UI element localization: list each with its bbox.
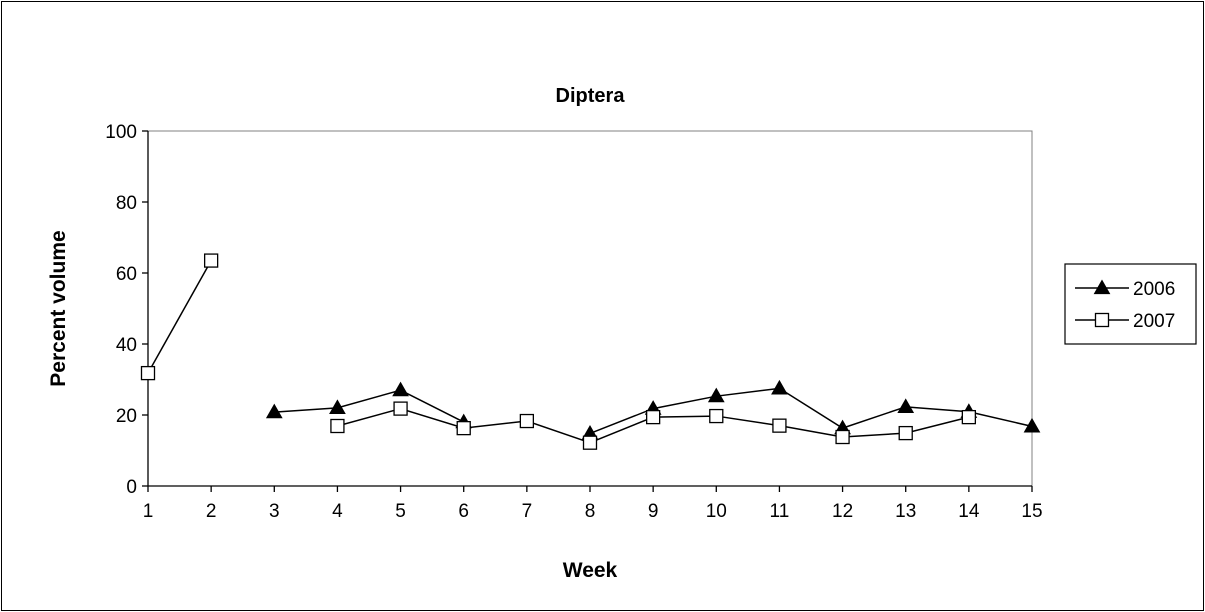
data-point-2007 <box>140 365 156 381</box>
data-point-2006 <box>1023 417 1041 433</box>
x-axis-label: Week <box>563 559 618 582</box>
series-2006 <box>265 379 1041 440</box>
y-axis-label: Percent volume <box>47 230 70 386</box>
data-point-2007 <box>772 418 787 433</box>
x-tick-label: 4 <box>332 501 343 522</box>
data-point-2007 <box>330 418 345 434</box>
legend-marker <box>1094 312 1110 328</box>
data-point-2007 <box>203 253 219 268</box>
data-point-2007 <box>645 409 661 425</box>
legend-marker <box>1093 279 1111 295</box>
legend-item-2007: 2007 <box>1075 311 1175 332</box>
data-point-2007 <box>898 425 913 441</box>
data-point-2007 <box>582 435 598 450</box>
data-point-2007 <box>709 408 724 424</box>
x-tick-label: 10 <box>706 501 727 522</box>
data-point-2007 <box>519 413 535 429</box>
legend-label: 2007 <box>1133 311 1175 332</box>
x-tick-label: 5 <box>395 501 406 522</box>
y-tick-label: 20 <box>116 406 137 427</box>
data-point-2006 <box>392 381 409 397</box>
series-2007 <box>140 253 977 450</box>
x-tick-label: 6 <box>458 501 469 522</box>
legend-item-2006: 2006 <box>1075 279 1175 300</box>
x-tick-label: 7 <box>522 501 533 522</box>
chart-title: Diptera <box>556 85 626 107</box>
data-point-2007 <box>835 429 850 445</box>
x-tick-label: 14 <box>958 501 980 522</box>
x-tick-label: 13 <box>895 501 916 522</box>
y-tick-label: 80 <box>116 193 137 214</box>
data-point-2006 <box>771 379 788 395</box>
x-tick-label: 8 <box>585 501 596 522</box>
data-point-2007 <box>961 409 977 425</box>
y-tick-label: 0 <box>126 477 137 498</box>
data-point-2006 <box>707 387 725 403</box>
series-line-2006 <box>274 389 465 423</box>
x-tick-label: 15 <box>1021 501 1042 522</box>
legend: 2006 2007 <box>1064 263 1197 345</box>
series-layer <box>140 253 1041 450</box>
x-tick-label: 9 <box>648 501 659 522</box>
series-line-2006 <box>589 387 1033 435</box>
data-point-2006 <box>265 403 283 419</box>
data-point-2007 <box>393 401 408 416</box>
y-tick-label: 40 <box>116 335 137 356</box>
y-tick-label: 60 <box>116 264 137 285</box>
data-point-2006 <box>329 399 346 415</box>
x-tick-label: 11 <box>770 501 790 522</box>
x-tick-label: 1 <box>143 501 154 522</box>
data-point-2006 <box>897 398 915 413</box>
x-tick-label: 12 <box>832 501 853 522</box>
series-line-2007 <box>147 260 212 374</box>
legend-label: 2006 <box>1133 279 1175 300</box>
x-tick-label: 3 <box>269 501 280 522</box>
y-tick-label: 100 <box>105 122 137 143</box>
x-tick-label: 2 <box>206 501 217 522</box>
legend-box <box>1064 263 1197 345</box>
data-point-2007 <box>456 420 471 436</box>
